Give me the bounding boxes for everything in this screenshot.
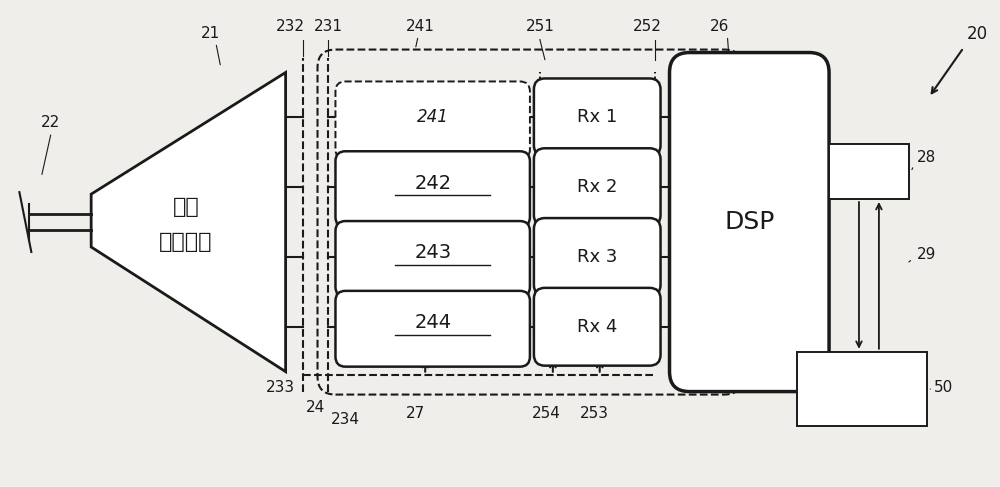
Text: 20: 20 xyxy=(967,24,988,42)
Text: 253: 253 xyxy=(580,407,609,422)
Text: Rx 4: Rx 4 xyxy=(577,318,617,336)
Text: 26: 26 xyxy=(710,19,729,34)
Text: 28: 28 xyxy=(917,150,936,165)
FancyBboxPatch shape xyxy=(534,148,661,226)
Text: 251: 251 xyxy=(525,19,554,34)
Text: 244: 244 xyxy=(414,313,451,332)
Text: Rx 2: Rx 2 xyxy=(577,178,617,196)
FancyBboxPatch shape xyxy=(335,81,530,159)
Text: 24: 24 xyxy=(306,399,325,414)
Text: Rx 1: Rx 1 xyxy=(577,109,617,126)
Text: 模式: 模式 xyxy=(173,197,199,217)
FancyBboxPatch shape xyxy=(534,288,661,366)
FancyBboxPatch shape xyxy=(335,291,530,367)
Text: 241: 241 xyxy=(417,109,449,126)
Text: 243: 243 xyxy=(414,244,451,262)
Text: 29: 29 xyxy=(917,247,936,262)
Text: 232: 232 xyxy=(276,19,305,34)
Text: Rx 3: Rx 3 xyxy=(577,248,617,266)
Text: 50: 50 xyxy=(934,379,953,394)
Text: DSP: DSP xyxy=(724,210,774,234)
Text: 233: 233 xyxy=(266,379,295,394)
Text: 231: 231 xyxy=(314,19,343,34)
FancyBboxPatch shape xyxy=(534,218,661,296)
FancyBboxPatch shape xyxy=(335,221,530,297)
FancyBboxPatch shape xyxy=(670,53,829,392)
Text: 解复用器: 解复用器 xyxy=(159,232,213,252)
FancyBboxPatch shape xyxy=(335,151,530,227)
Bar xyxy=(829,144,909,199)
Polygon shape xyxy=(91,73,286,372)
Text: 22: 22 xyxy=(41,115,61,131)
Text: 241: 241 xyxy=(406,19,435,34)
Text: 254: 254 xyxy=(531,407,560,422)
Bar xyxy=(797,352,927,427)
Text: 234: 234 xyxy=(330,412,359,428)
Text: 27: 27 xyxy=(406,407,425,422)
FancyBboxPatch shape xyxy=(534,78,661,156)
Text: 252: 252 xyxy=(633,19,662,34)
Text: 21: 21 xyxy=(201,26,220,40)
Text: 242: 242 xyxy=(414,174,451,193)
